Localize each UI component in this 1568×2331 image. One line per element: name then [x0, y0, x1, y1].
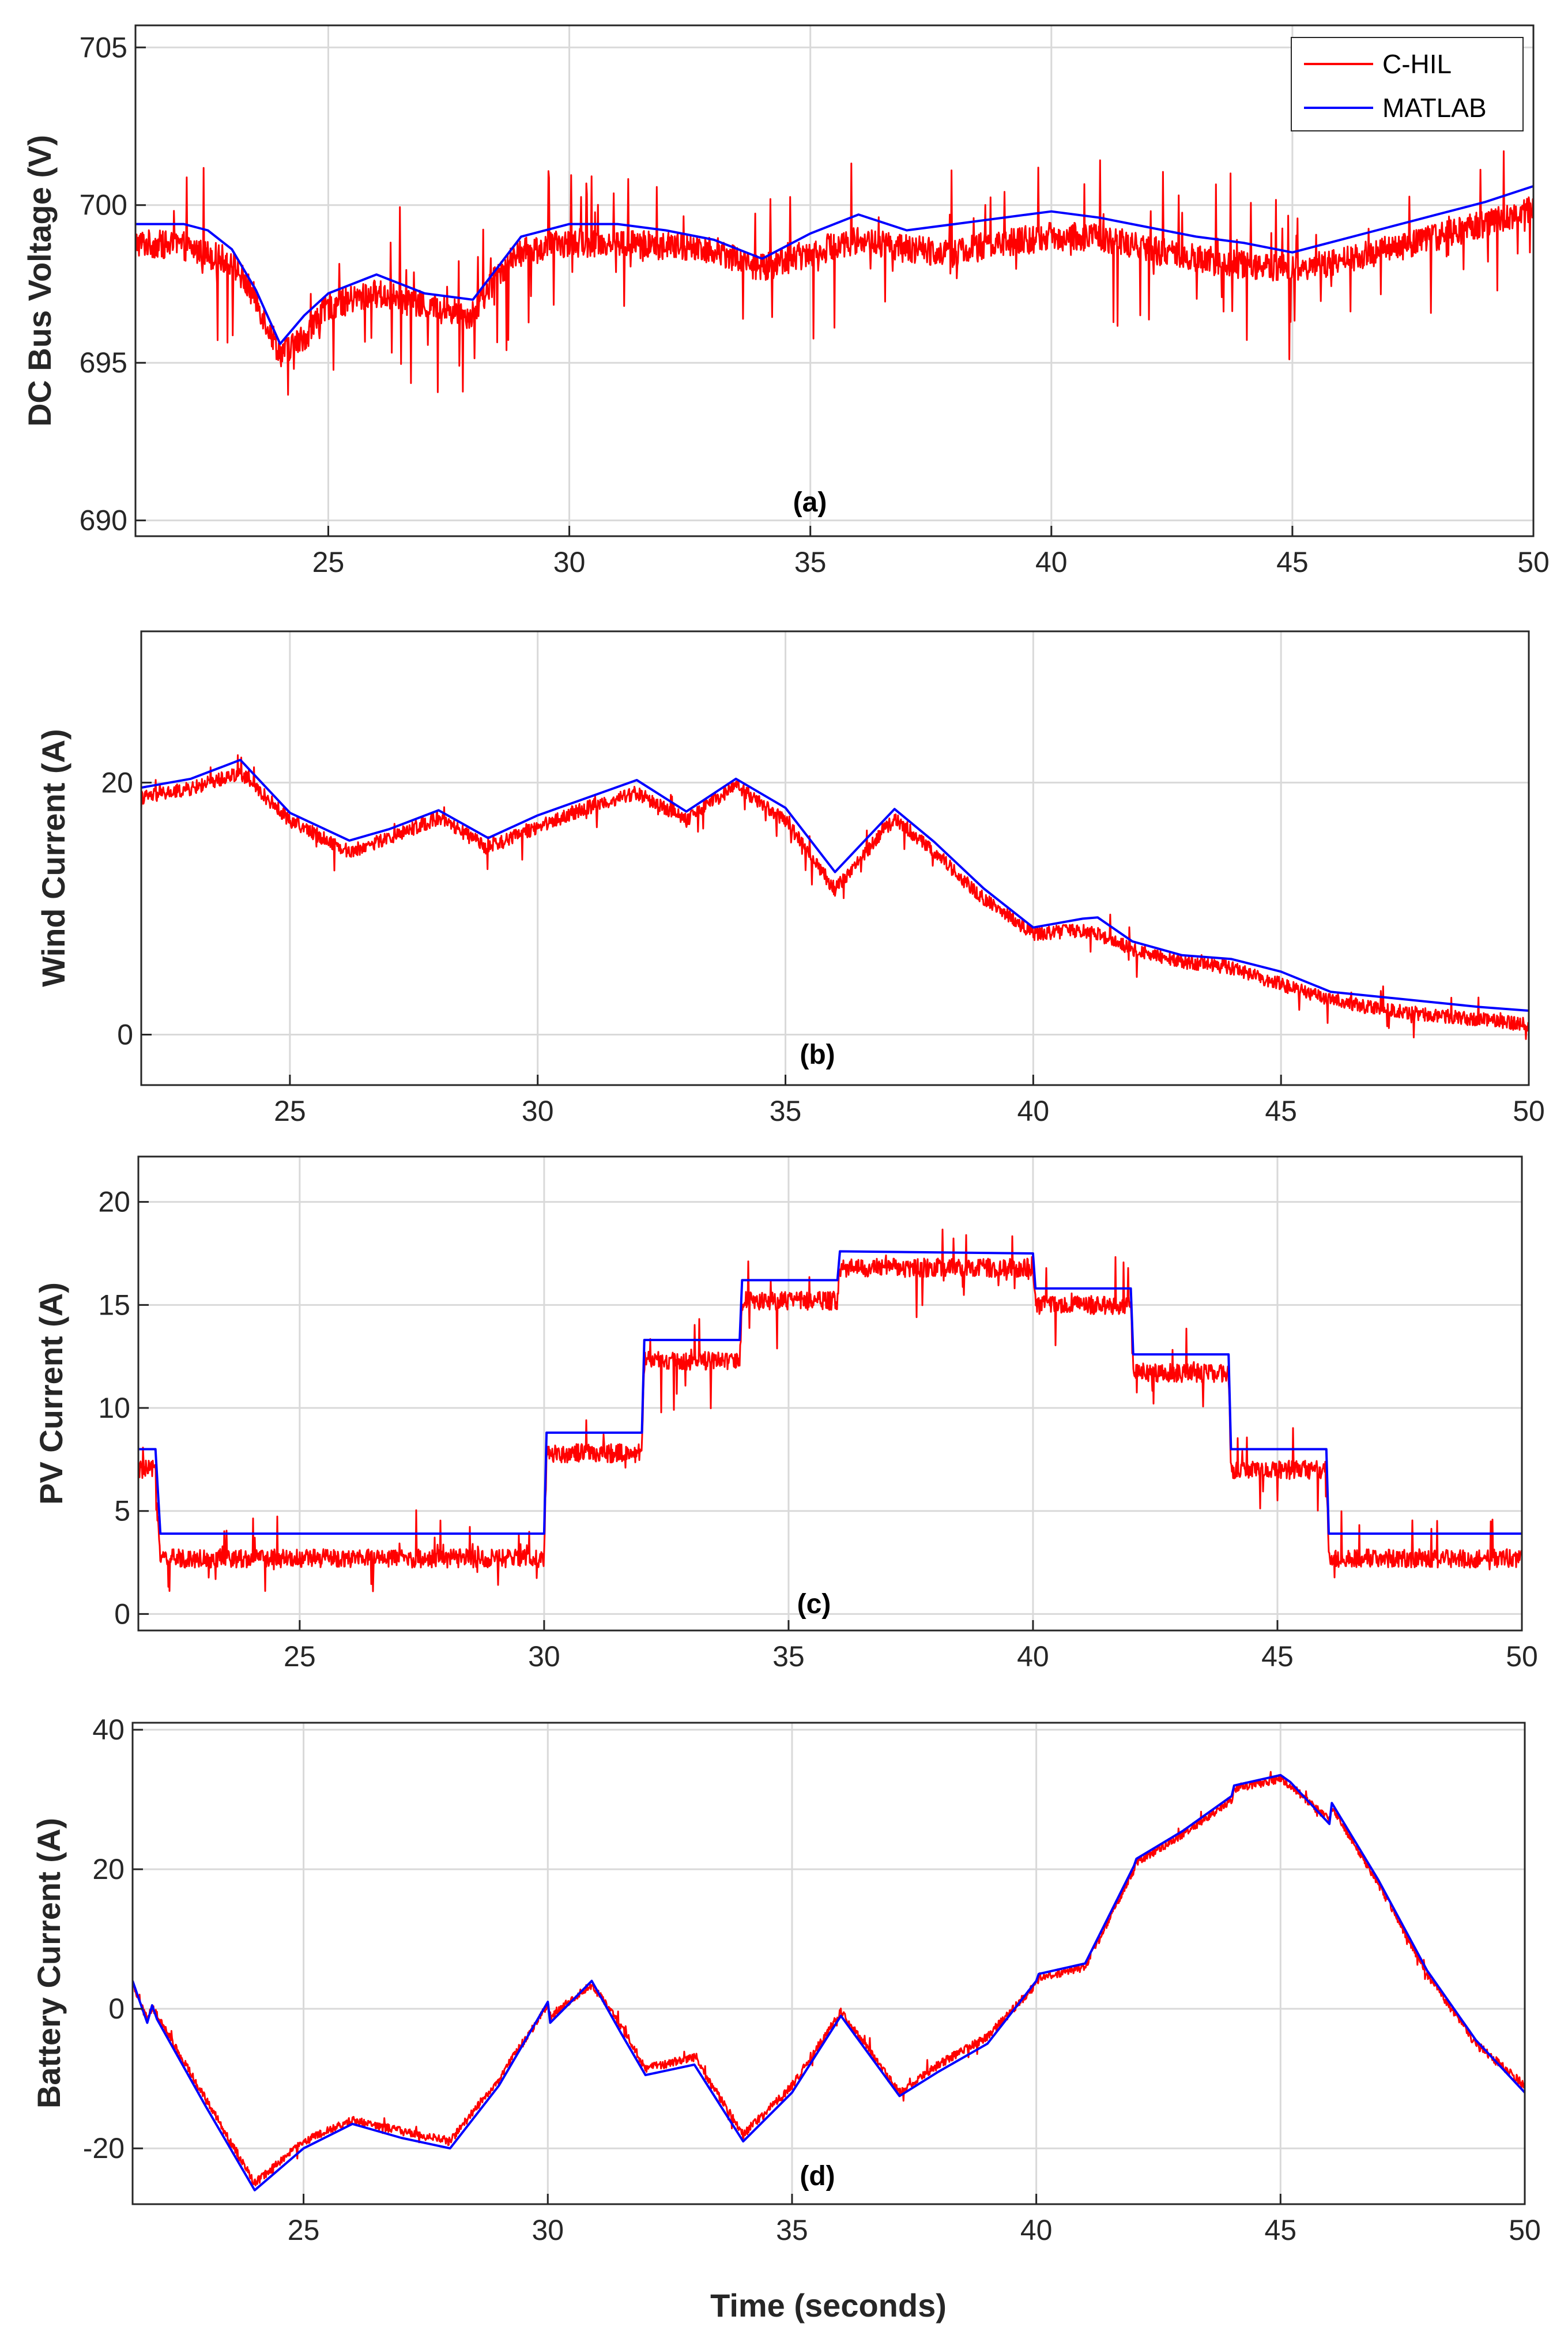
- x-tick-label: 35: [776, 2214, 808, 2246]
- plot-frame: [137, 1155, 1523, 1632]
- series-line-c-hil: [133, 1771, 1525, 2187]
- panel-b: 25 30 35 40 45 50 0 20 Wind Current (A) (b): [35, 630, 1545, 1127]
- y-tick-label: 5: [114, 1495, 130, 1527]
- y-axis-label: Battery Current (A): [31, 1818, 67, 2108]
- legend-label-chil: C-HIL: [1382, 49, 1452, 79]
- y-tick-label: -20: [83, 2132, 125, 2164]
- x-tick-label: 50: [1513, 1095, 1545, 1127]
- y-axis-label: Wind Current (A): [35, 729, 71, 986]
- x-tick-label: 35: [770, 1095, 802, 1127]
- x-tick-label: 25: [312, 546, 345, 578]
- x-axis-label: Time (seconds): [710, 2287, 947, 2324]
- x-tick-label: 45: [1265, 2214, 1297, 2246]
- x-tick-label: 45: [1265, 1095, 1297, 1127]
- panel-d: 25 30 35 40 45 50 -20 0 20 40 Battery Current (A)…: [31, 1714, 1541, 2246]
- x-tick-label: 35: [794, 546, 827, 578]
- x-tick-label: 25: [288, 2214, 320, 2246]
- x-tick-label: 30: [528, 1640, 560, 1673]
- legend-box: [1291, 37, 1524, 131]
- x-tick-label: 35: [772, 1640, 805, 1673]
- panel-c: 25 30 35 40 45 50 0 5 10 15 20 PV Current (A) (c): [33, 1155, 1538, 1673]
- x-tick-label: 30: [553, 546, 586, 578]
- x-tick-label: 30: [522, 1095, 554, 1127]
- y-tick-label: 700: [80, 189, 127, 221]
- y-tick-label: 20: [98, 1186, 130, 1218]
- y-tick-label: 20: [101, 766, 133, 799]
- panel-label: (d): [800, 2161, 835, 2191]
- panel-label: (a): [793, 487, 827, 518]
- legend: C-HIL MATLAB: [1291, 37, 1524, 131]
- series-line-matlab: [141, 759, 1529, 1012]
- y-tick-label: 10: [98, 1392, 130, 1424]
- y-tick-label: 40: [92, 1714, 125, 1746]
- x-tick-label: 50: [1506, 1640, 1538, 1673]
- x-tick-label: 25: [284, 1640, 316, 1673]
- panel-a: 25 30 35 40 45 50 690 695 700 705 DC Bus Voltage …: [21, 24, 1550, 578]
- y-axis-label: PV Current (A): [33, 1282, 69, 1505]
- x-tick-label: 40: [1017, 1640, 1049, 1673]
- plot-frame: [131, 1722, 1526, 2205]
- y-tick-label: 15: [98, 1289, 130, 1321]
- y-tick-label: 690: [80, 504, 127, 537]
- series-line-c-hil: [138, 1229, 1522, 1592]
- x-tick-label: 40: [1020, 2214, 1053, 2246]
- y-tick-label: 20: [92, 1853, 125, 1885]
- y-tick-label: 695: [80, 347, 127, 379]
- y-tick-label: 0: [108, 1993, 125, 2025]
- x-tick-label: 25: [274, 1095, 306, 1127]
- x-tick-label: 40: [1035, 546, 1068, 578]
- series-line-c-hil: [135, 150, 1533, 396]
- x-tick-label: 30: [532, 2214, 564, 2246]
- series-line-matlab: [138, 1250, 1522, 1535]
- y-tick-label: 0: [117, 1019, 133, 1051]
- x-tick-label: 50: [1517, 546, 1550, 578]
- series-line-c-hil: [141, 754, 1529, 1040]
- y-axis-label: DC Bus Voltage (V): [21, 135, 58, 427]
- x-tick-label: 45: [1276, 546, 1309, 578]
- series-line-matlab: [135, 184, 1533, 345]
- plot-frame: [134, 24, 1535, 537]
- legend-label-matlab: MATLAB: [1382, 93, 1487, 123]
- x-tick-label: 50: [1509, 2214, 1541, 2246]
- panel-label: (c): [797, 1589, 831, 1620]
- y-tick-label: 0: [114, 1598, 130, 1630]
- x-tick-label: 40: [1017, 1095, 1050, 1127]
- panel-label: (b): [800, 1040, 835, 1070]
- series-line-matlab: [133, 1773, 1525, 2191]
- y-tick-label: 705: [80, 31, 127, 63]
- x-tick-label: 45: [1261, 1640, 1294, 1673]
- plot-frame: [140, 630, 1530, 1086]
